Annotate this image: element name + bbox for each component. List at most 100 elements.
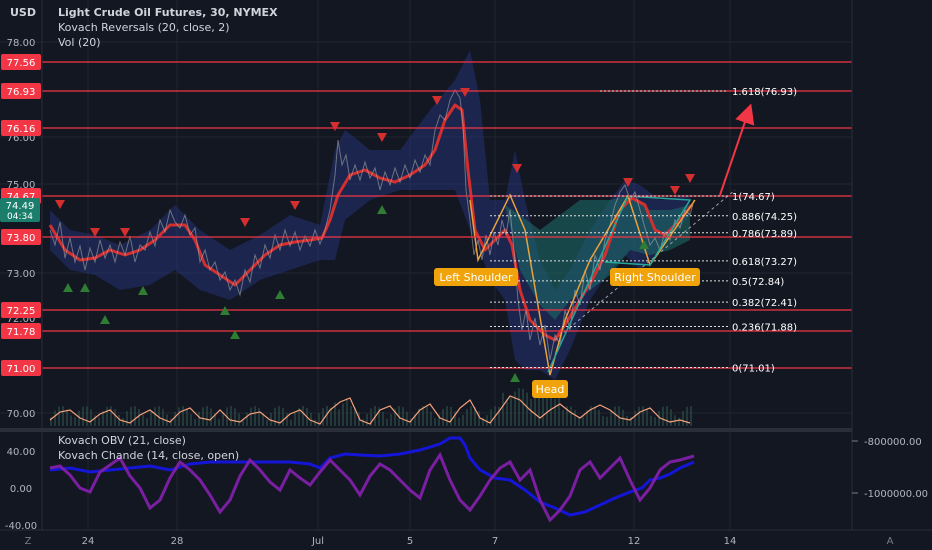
volume-bar bbox=[478, 411, 480, 426]
volume-bar bbox=[614, 406, 616, 426]
volume-bar bbox=[310, 412, 312, 426]
level-tag: 72.25 bbox=[7, 306, 36, 317]
volume-bar bbox=[618, 406, 620, 426]
volume-bar bbox=[662, 406, 664, 426]
volume-bar bbox=[350, 406, 352, 426]
volume-bar bbox=[246, 412, 248, 426]
timezone-button[interactable]: Z bbox=[25, 536, 32, 547]
volume-bar bbox=[286, 413, 288, 426]
volume-bar bbox=[526, 392, 528, 426]
volume-bar bbox=[630, 416, 632, 426]
chande-line bbox=[49, 451, 695, 523]
volume-bar bbox=[322, 408, 324, 426]
reversal-down-marker bbox=[512, 164, 522, 173]
volume-bar bbox=[314, 419, 316, 426]
volume-bar bbox=[78, 410, 80, 426]
volume-bar bbox=[690, 406, 692, 426]
volume-bar bbox=[538, 391, 540, 426]
volume-bar bbox=[446, 406, 448, 426]
indicator-kovach-reversals[interactable]: Kovach Reversals (20, close, 2) bbox=[58, 21, 230, 34]
volume-bar bbox=[362, 419, 364, 426]
volume-bar bbox=[274, 407, 276, 426]
x-tick: 5 bbox=[407, 536, 413, 547]
volume-bar bbox=[202, 407, 204, 426]
volume-bar bbox=[418, 408, 420, 426]
level-tag-bg bbox=[1, 323, 41, 339]
level-tag: 74.67 bbox=[7, 192, 36, 203]
projection-arrow bbox=[719, 103, 755, 196]
volume-bar bbox=[438, 414, 440, 426]
volume-bar bbox=[366, 413, 368, 426]
volume-bar bbox=[318, 413, 320, 426]
fib-label: 1(74.67) bbox=[732, 192, 775, 203]
volume-bar bbox=[330, 407, 332, 426]
volume-bar bbox=[562, 409, 564, 426]
fib-label: 0.236(71.88) bbox=[732, 323, 797, 334]
volume-bar bbox=[170, 418, 172, 426]
volume-bar bbox=[382, 412, 384, 426]
volume-bar bbox=[626, 415, 628, 426]
indicator-kovach-obv[interactable]: Kovach OBV (21, close) bbox=[58, 434, 186, 447]
volume-bar bbox=[186, 408, 188, 426]
volume-bar bbox=[486, 415, 488, 426]
lower-pane-ticks: 40.00 0.00 -40.00 -800000.00 -1000000.00 bbox=[5, 437, 928, 532]
reversal-up-marker bbox=[100, 315, 110, 324]
lower-left-tick: -40.00 bbox=[5, 521, 37, 532]
volume-bar bbox=[98, 417, 100, 426]
reversal-down-marker bbox=[55, 200, 65, 209]
volume-bar bbox=[394, 408, 396, 426]
reversal-down-marker bbox=[432, 96, 442, 105]
volume-bar bbox=[658, 410, 660, 426]
reversal-down-marker bbox=[290, 201, 300, 210]
volume-bar bbox=[490, 409, 492, 426]
volume-bar bbox=[190, 414, 192, 426]
indicator-volume[interactable]: Vol (20) bbox=[58, 36, 101, 49]
current-price-tag: 74.49 04:34 bbox=[0, 198, 40, 222]
indicator-kovach-chande[interactable]: Kovach Chande (14, close, open) bbox=[58, 449, 240, 462]
volume-bar bbox=[342, 403, 344, 426]
x-tick: 7 bbox=[492, 536, 498, 547]
volume-bar bbox=[174, 411, 176, 426]
y-tick: 75.00 bbox=[7, 180, 36, 191]
volume-bar bbox=[162, 408, 164, 426]
reversal-up-marker bbox=[63, 283, 73, 292]
volume-bar bbox=[654, 417, 656, 426]
volume-bar bbox=[434, 418, 436, 426]
level-tag-bg bbox=[1, 229, 41, 245]
volume-bar bbox=[258, 408, 260, 426]
volume-bar bbox=[506, 399, 508, 426]
volume-bar bbox=[354, 407, 356, 426]
current-price: 74.49 bbox=[6, 201, 35, 212]
volume-bar bbox=[126, 411, 128, 426]
volume-bar bbox=[278, 406, 280, 426]
volume-bar bbox=[554, 398, 556, 426]
symbol-title[interactable]: Light Crude Oil Futures, 30, NYMEX bbox=[58, 6, 278, 19]
volume-bar bbox=[138, 408, 140, 426]
candle-line bbox=[49, 88, 695, 361]
volume-bar bbox=[650, 415, 652, 426]
volume-bar bbox=[326, 406, 328, 426]
auto-scale-button[interactable]: A bbox=[887, 536, 894, 547]
volume-bar bbox=[150, 411, 152, 426]
volume-bar bbox=[410, 418, 412, 426]
volume-bar bbox=[178, 407, 180, 426]
reversal-up-marker bbox=[510, 373, 520, 382]
volume-bar bbox=[198, 412, 200, 426]
volume-bar bbox=[670, 409, 672, 426]
volume-bar bbox=[118, 414, 120, 426]
obv-line bbox=[49, 436, 695, 517]
volume-bar bbox=[558, 398, 560, 426]
level-tag-bg bbox=[1, 54, 41, 70]
volume-average bbox=[49, 395, 691, 425]
volume-bar bbox=[546, 388, 548, 426]
volume-bar bbox=[62, 406, 64, 426]
volume-bar bbox=[598, 409, 600, 426]
volume-bar bbox=[502, 392, 504, 426]
level-tag: 73.80 bbox=[7, 233, 36, 244]
volume-bar bbox=[406, 411, 408, 426]
reversal-down-marker bbox=[330, 122, 340, 131]
volume-bar bbox=[430, 411, 432, 426]
volume-bar bbox=[414, 414, 416, 426]
volume-bar bbox=[254, 406, 256, 426]
